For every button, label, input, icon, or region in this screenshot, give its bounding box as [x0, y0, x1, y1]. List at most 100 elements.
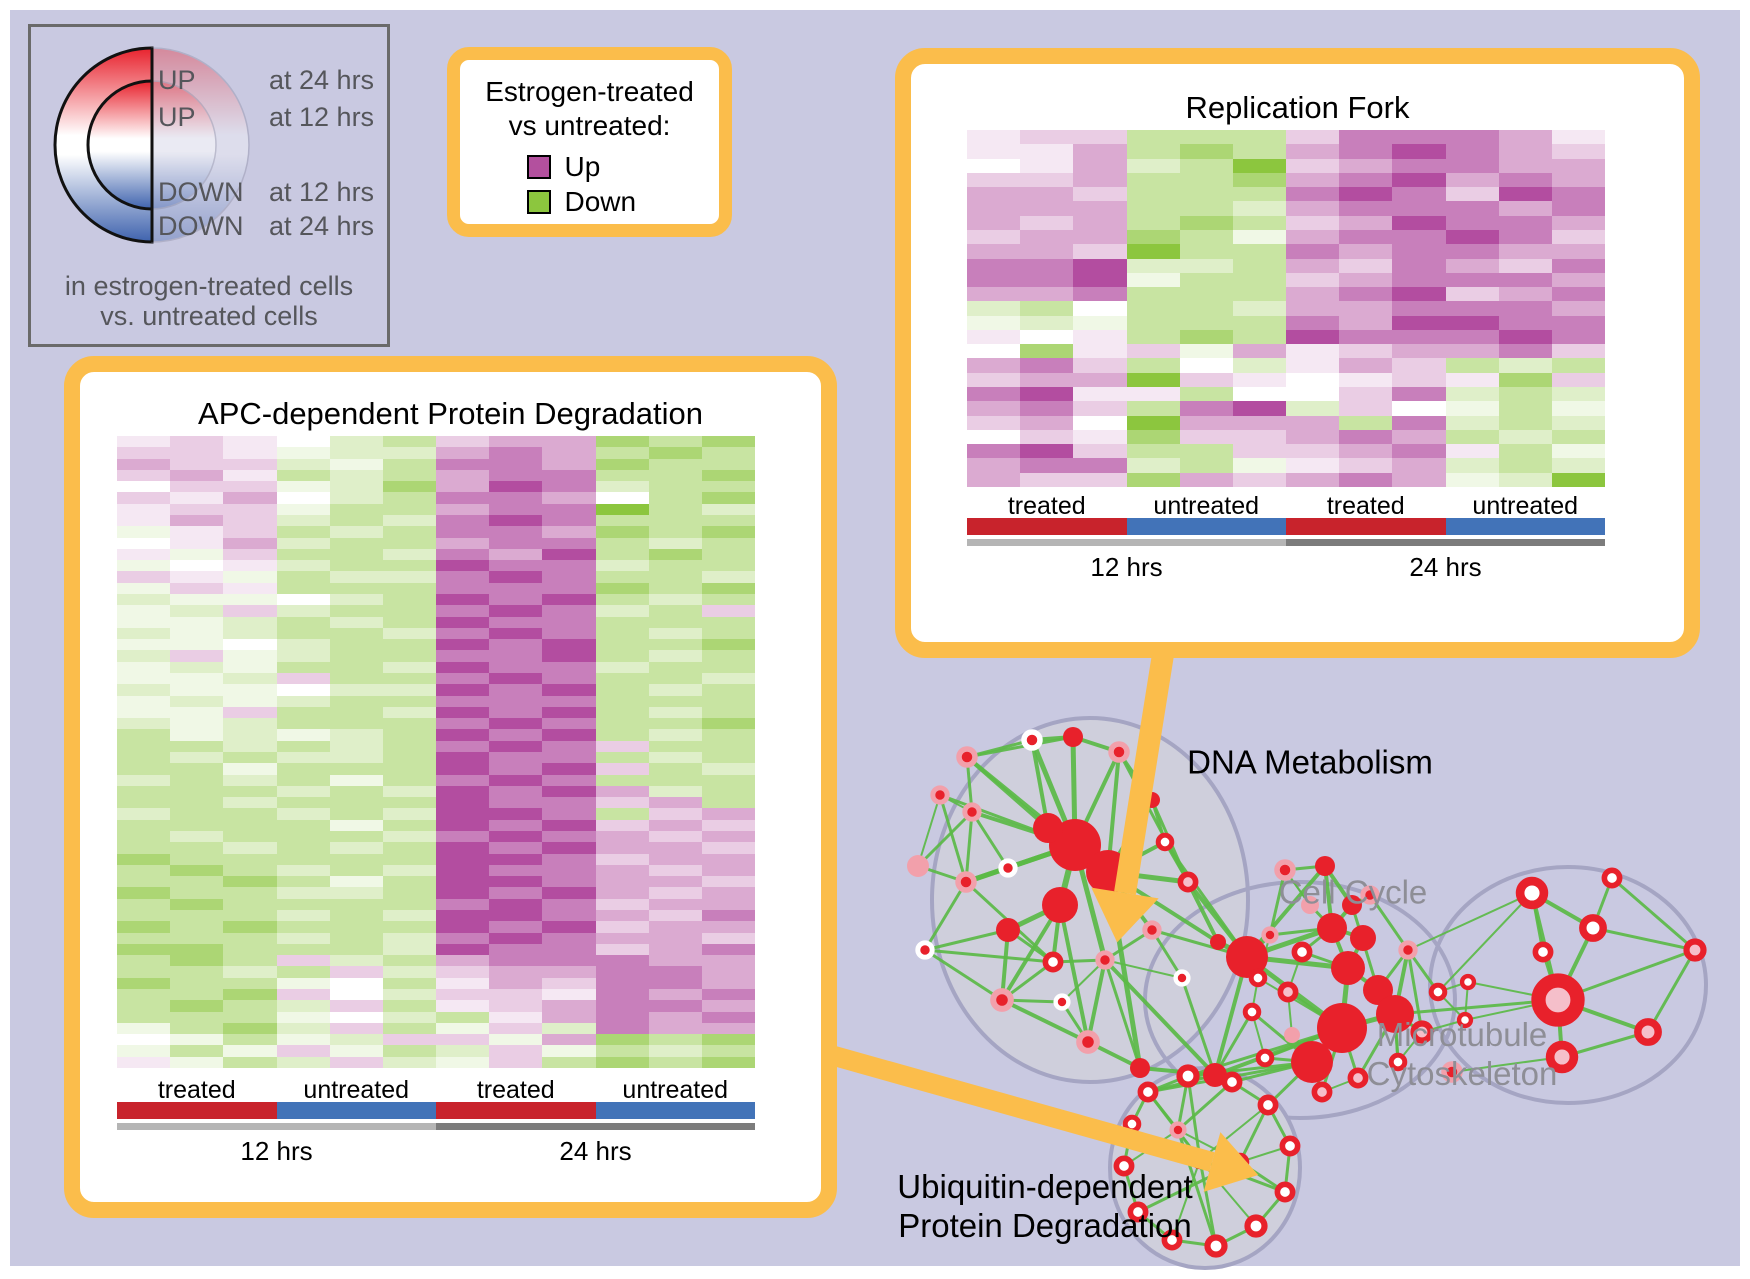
heatmap-cell [170, 706, 224, 719]
gene-node [1284, 1027, 1300, 1043]
heatmap-cell [1551, 472, 1605, 487]
heatmap-cell [1126, 272, 1180, 288]
heatmap-cell [329, 842, 383, 854]
heatmap-cell [1551, 415, 1605, 430]
heatmap-cell [967, 244, 1021, 259]
heatmap-cell [276, 774, 330, 786]
gene-node [1456, 1011, 1474, 1029]
heatmap-cell [329, 909, 383, 922]
color-bar-segment [967, 518, 1127, 535]
heatmap-cell [382, 988, 436, 1001]
heatmap-cell [701, 593, 755, 606]
network-edge [1061, 959, 1106, 1003]
heatmap-cell [170, 977, 224, 989]
heatmap-cell [542, 469, 596, 482]
heatmap-cell [329, 661, 383, 673]
heatmap-cell [648, 751, 702, 764]
heatmap-cell [1020, 301, 1074, 316]
heatmap-cell [223, 887, 277, 899]
heatmap-cell [382, 853, 436, 865]
heatmap-cell [170, 1022, 224, 1035]
heatmap-cell [542, 1056, 596, 1068]
heatmap-cell [1392, 401, 1446, 416]
gene-node [1244, 1214, 1268, 1238]
heatmap-cell [117, 492, 171, 504]
heatmap-cell [542, 481, 596, 493]
heatmap-cell [1232, 187, 1286, 202]
heatmap-cell [489, 593, 543, 606]
heatmap-cell [117, 729, 171, 741]
heatmap-cell [1339, 429, 1393, 445]
heatmap-cell [648, 718, 702, 730]
heatmap-cell [1498, 244, 1552, 259]
heatmap-cell [542, 560, 596, 572]
heatmap-cell [1232, 272, 1286, 288]
heatmap-cell [542, 526, 596, 538]
heatmap-cell [1020, 372, 1074, 388]
heatmap-cell [1232, 458, 1286, 473]
gene-node [1360, 885, 1380, 905]
heatmap-cell [648, 1000, 702, 1012]
heatmap-cell [1286, 287, 1340, 302]
heatmap-cell [1073, 372, 1127, 388]
heatmap-cell [648, 1011, 702, 1023]
heatmap-cell [276, 661, 330, 673]
heatmap-cell [489, 1000, 543, 1012]
heatmap-cell [1445, 272, 1499, 288]
heatmap-cell [1073, 329, 1127, 345]
heatmap-cell [1073, 172, 1127, 188]
heatmap-cell [1020, 329, 1074, 345]
heatmap-cell [542, 593, 596, 606]
heatmap-cell [276, 943, 330, 956]
heatmap-cell [1392, 130, 1446, 145]
heatmap-cell [436, 988, 490, 1001]
heatmap-cell [223, 458, 277, 470]
heatmap-cell [1179, 372, 1233, 388]
heatmap-cell [1339, 272, 1393, 288]
heatmap-cell [1286, 272, 1340, 288]
heatmap-cell [329, 1011, 383, 1023]
heatmap-cell [1126, 201, 1180, 216]
heatmap-cell [595, 932, 649, 944]
heatmap-cell [436, 977, 490, 989]
heatmap-cell [701, 1011, 755, 1023]
gene-node [1317, 913, 1347, 943]
gene-node [1545, 1040, 1579, 1074]
heatmap-cell [1392, 387, 1446, 402]
gene-node [1095, 950, 1115, 970]
timepoint-labels: 12 hrs 24 hrs [117, 1136, 755, 1167]
gene-node [915, 940, 935, 960]
heatmap-cell [1126, 344, 1180, 359]
heatmap-cell [595, 842, 649, 854]
heatmap-cell [276, 1000, 330, 1012]
heatmap-cell [436, 537, 490, 549]
heatmap-cell [701, 808, 755, 820]
heatmap-cell [1073, 387, 1127, 402]
heatmap-cell [170, 458, 224, 470]
heatmap-cell [1286, 244, 1340, 259]
heatmap-cell [701, 932, 755, 944]
network-edge [1199, 1104, 1269, 1161]
heatmap-cell [648, 447, 702, 459]
network-edge [1611, 876, 1696, 952]
heatmap-cell [1551, 315, 1605, 330]
heatmap-cell [276, 1022, 330, 1035]
heatmap-cell [276, 853, 330, 865]
heatmap-cell [436, 1034, 490, 1046]
heatmap-cell [542, 548, 596, 561]
heatmap-cell [329, 932, 383, 944]
timepoint-labels: 12 hrs 24 hrs [967, 552, 1605, 583]
heatmap-cell [170, 740, 224, 752]
gene-node [1130, 1058, 1150, 1078]
heatmap-cell [329, 684, 383, 696]
gene-node [1173, 969, 1191, 987]
heatmap-cell [648, 639, 702, 651]
heatmap-cell [1392, 287, 1446, 302]
heatmap-cell [1339, 401, 1393, 416]
heatmap-cell [1179, 258, 1233, 273]
heatmap-cell [1498, 344, 1552, 359]
heatmap-cell [382, 593, 436, 606]
heatmap-cell [1020, 258, 1074, 273]
color-bar-segment [1286, 539, 1605, 546]
heatmap-cell [967, 458, 1021, 473]
